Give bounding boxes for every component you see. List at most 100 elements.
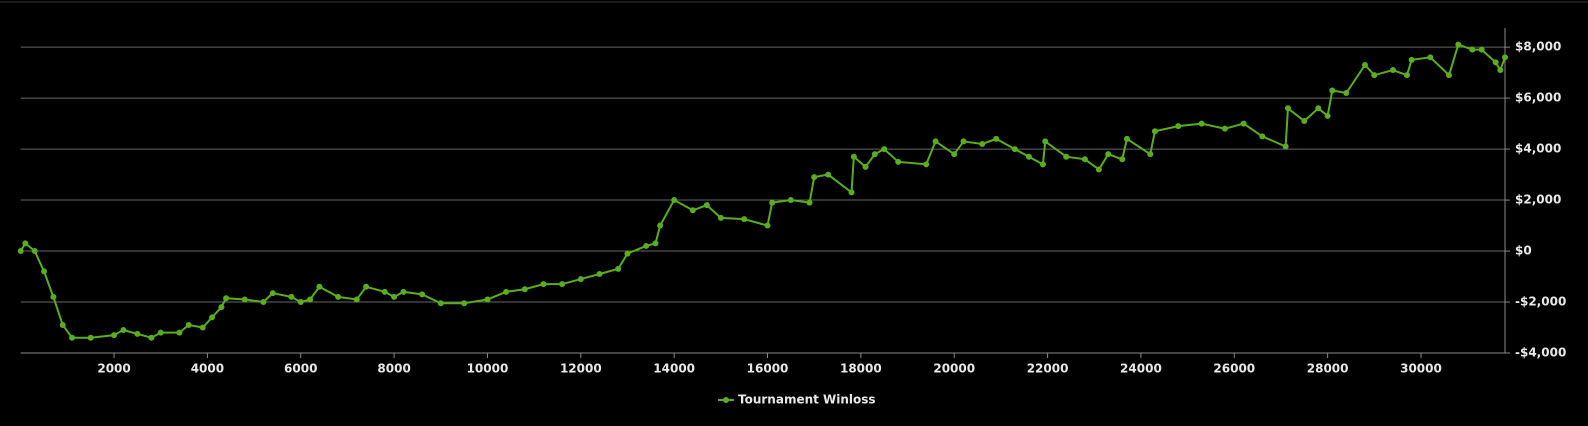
point xyxy=(741,216,748,223)
point xyxy=(615,265,622,272)
point xyxy=(1039,161,1046,168)
point xyxy=(419,291,426,298)
y-tick-label: -$4,000 xyxy=(1515,346,1566,360)
point xyxy=(1329,87,1336,94)
point xyxy=(1282,143,1289,150)
point xyxy=(437,300,444,307)
x-tick-label: 16000 xyxy=(747,362,789,376)
point xyxy=(951,151,958,158)
x-tick-label: 12000 xyxy=(560,362,602,376)
y-tick-label: $6,000 xyxy=(1515,91,1561,105)
point xyxy=(288,293,295,300)
point xyxy=(260,299,267,306)
point xyxy=(87,334,94,341)
point xyxy=(1469,46,1476,53)
x-tick-label: 8000 xyxy=(377,362,410,376)
point xyxy=(400,288,407,295)
point xyxy=(1081,156,1088,163)
point xyxy=(41,268,48,275)
x-tick-label: 2000 xyxy=(97,362,130,376)
x-tick-label: 30000 xyxy=(1400,362,1442,376)
x-tick-label: 4000 xyxy=(191,362,224,376)
point xyxy=(209,314,216,321)
x-tick-label: 26000 xyxy=(1213,362,1255,376)
point xyxy=(1042,138,1049,145)
x-tick-label: 22000 xyxy=(1027,362,1069,376)
x-tick-label: 18000 xyxy=(840,362,882,376)
point xyxy=(1175,123,1182,130)
legend-label: Tournament Winloss xyxy=(738,393,876,407)
point xyxy=(1095,166,1102,173)
y-tick-label: $8,000 xyxy=(1515,40,1561,54)
point xyxy=(769,199,776,206)
legend-marker xyxy=(723,397,729,403)
point xyxy=(353,296,360,303)
point xyxy=(764,222,771,229)
point xyxy=(960,138,967,145)
x-tick-label: 28000 xyxy=(1307,362,1349,376)
x-tick-label: 6000 xyxy=(284,362,317,376)
point xyxy=(1478,46,1485,53)
point xyxy=(157,329,164,336)
point xyxy=(643,242,650,249)
point xyxy=(932,138,939,145)
point xyxy=(335,293,342,300)
point xyxy=(577,276,584,283)
point xyxy=(1315,105,1322,112)
point xyxy=(391,293,398,300)
point xyxy=(671,197,678,204)
point xyxy=(1284,105,1291,112)
point xyxy=(241,296,248,303)
point xyxy=(848,189,855,196)
point xyxy=(363,283,370,290)
point xyxy=(176,329,183,336)
point xyxy=(59,321,66,328)
point xyxy=(652,240,659,247)
point xyxy=(979,140,986,147)
point xyxy=(717,214,724,221)
point xyxy=(307,296,314,303)
x-tick-label: 14000 xyxy=(653,362,695,376)
point xyxy=(871,151,878,158)
point xyxy=(1301,118,1308,125)
point xyxy=(503,288,510,295)
point xyxy=(297,299,304,306)
point xyxy=(806,199,813,206)
point xyxy=(624,250,631,257)
point xyxy=(923,161,930,168)
point xyxy=(825,171,832,178)
point xyxy=(1502,54,1508,61)
point xyxy=(381,288,388,295)
point xyxy=(703,202,710,209)
point xyxy=(22,240,29,247)
point xyxy=(540,281,547,288)
x-tick-label: 20000 xyxy=(933,362,975,376)
point xyxy=(461,300,468,307)
point xyxy=(17,248,24,255)
series-line xyxy=(19,43,1506,339)
x-tick-label: 10000 xyxy=(467,362,509,376)
point xyxy=(1147,151,1154,158)
point xyxy=(1151,128,1158,135)
point xyxy=(850,153,857,160)
point xyxy=(559,281,566,288)
y-tick-label: $2,000 xyxy=(1515,193,1561,207)
point xyxy=(1361,61,1368,68)
point xyxy=(185,321,192,328)
point xyxy=(1324,112,1331,119)
point xyxy=(1119,156,1126,163)
y-tick-label: $0 xyxy=(1515,244,1532,258)
point xyxy=(50,293,57,300)
x-tick-label: 24000 xyxy=(1120,362,1162,376)
point xyxy=(31,248,38,255)
point xyxy=(1497,67,1504,74)
point xyxy=(218,304,225,311)
point xyxy=(881,146,888,153)
point xyxy=(1371,72,1378,79)
point xyxy=(199,324,206,331)
point xyxy=(111,332,118,339)
y-tick-label: $4,000 xyxy=(1515,142,1561,156)
point xyxy=(862,163,869,170)
point xyxy=(1221,125,1228,132)
